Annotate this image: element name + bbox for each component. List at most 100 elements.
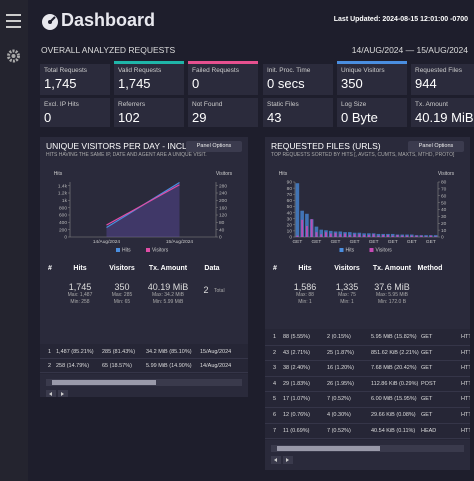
bar — [358, 234, 361, 237]
y-tick-label: 0 — [64, 235, 67, 241]
table-header: Tx. Amount — [372, 265, 412, 272]
page-button[interactable] — [46, 390, 56, 397]
y2-tick-label: 120 — [219, 213, 227, 219]
table-header: Hits — [73, 265, 87, 272]
panel: UNIQUE VISITORS PER DAY - INCLUDING SPID… — [40, 137, 248, 397]
row-divider — [265, 438, 470, 440]
y-tick-label: 1k — [62, 198, 68, 204]
page-button[interactable] — [283, 456, 293, 465]
axis-line — [69, 182, 217, 238]
bar — [339, 234, 342, 237]
row-divider — [265, 407, 470, 408]
table-cell: GET — [421, 396, 433, 403]
x-tick-label: 15/Aug/2024 — [166, 239, 194, 245]
table-cell: 15/Aug/2024 — [200, 349, 232, 355]
x-tick-label: GET — [407, 239, 417, 245]
y2-axis-label: Visitors — [216, 171, 233, 177]
last-updated: Last Updated: 2024-08-15 12:01:00 -0700 — [333, 16, 468, 23]
panel-title: UNIQUE VISITORS PER DAY - INCLUDING SPID… — [46, 141, 240, 151]
scrollbar[interactable] — [46, 379, 242, 386]
metric-card: Not Found 29 — [188, 98, 258, 127]
scroll-thumb[interactable] — [277, 446, 380, 452]
y-tick-label: 60 — [287, 198, 293, 204]
metric-card: Log Size 0 Byte — [337, 98, 407, 127]
panel: REQUESTED FILES (URLS) TOP REQUESTS SORTE… — [265, 137, 470, 470]
y-tick-label: 800 — [59, 205, 67, 211]
y2-axis-label: Visitors — [438, 171, 455, 177]
table-cell: 29 (1.83%) — [283, 380, 310, 387]
metric-value: 40.19 MiB — [415, 110, 474, 125]
bar — [348, 234, 351, 237]
y-tick-label: 70 — [287, 192, 293, 198]
table-cell: 26 (1.95%) — [327, 380, 354, 387]
table-cell: 6 — [273, 412, 277, 418]
y2-tick-label: 40 — [219, 227, 225, 233]
metric-value: 43 — [267, 110, 282, 125]
summary-note: Min: 172.0 B — [377, 299, 407, 305]
y2-tick-label: 40 — [441, 207, 447, 213]
bar — [410, 235, 413, 237]
y2-tick-label: 0 — [441, 235, 444, 241]
bar — [425, 236, 428, 237]
metric-card: Valid Requests 1,745 — [114, 61, 184, 95]
panel-options-button[interactable]: Panel Options — [408, 141, 464, 152]
table-cell: 7 — [273, 427, 277, 434]
table-cell: 5 — [273, 396, 277, 403]
metric-card: Unique Visitors 350 — [337, 61, 407, 95]
table-cell: 38 (2.40%) — [283, 365, 310, 372]
table-cell: 4 (0.30%) — [327, 412, 351, 418]
metric-label: Log Size — [341, 101, 367, 108]
y-tick-label: 50 — [287, 204, 293, 210]
bar — [305, 213, 309, 237]
sidebar-icons[interactable] — [4, 12, 24, 66]
table-cell: HTTP/1.1 — [461, 380, 470, 387]
page-button[interactable] — [58, 390, 68, 397]
table-cell: HTTP/1.1 — [461, 334, 470, 340]
bar — [315, 232, 318, 237]
x-tick-label: GET — [426, 239, 436, 245]
table-header: Data — [204, 265, 220, 272]
y-tick-label: 600 — [59, 213, 67, 219]
date-range: 14/AUG/2024 — 15/AUG/2024 — [351, 45, 468, 55]
panel-options-button[interactable]: Panel Options — [186, 141, 242, 152]
y-axis-label: Hits — [279, 171, 288, 177]
table-header: # — [48, 265, 52, 272]
table-cell: 25 (1.87%) — [327, 349, 354, 356]
bar — [415, 235, 418, 237]
metric-value: 944 — [415, 76, 437, 91]
bar — [319, 229, 324, 237]
table-cell: 43 (2.71%) — [283, 349, 310, 356]
table-cell: 1 — [48, 349, 52, 355]
table-cell: 4 — [273, 380, 277, 387]
x-tick-label: GET — [312, 239, 322, 245]
bar — [334, 232, 337, 237]
bar — [396, 234, 399, 237]
table-cell: GET — [421, 412, 433, 418]
table-cell: 851.62 KiB (2.21%) — [371, 349, 419, 356]
y2-tick-label: 200 — [219, 198, 227, 204]
y2-tick-label: 50 — [441, 200, 447, 206]
table-cell: 112.86 KiB (0.29%) — [371, 380, 419, 387]
legend-swatch — [146, 248, 150, 252]
legend-label: Hits — [122, 248, 131, 254]
metric-label: Excl. IP Hits — [44, 101, 79, 108]
page-button[interactable] — [271, 456, 281, 465]
bar — [391, 235, 394, 237]
scroll-thumb[interactable] — [52, 380, 156, 385]
summary-value: 350 — [114, 282, 130, 292]
bar — [295, 183, 300, 237]
bar — [367, 234, 370, 237]
arrow — [61, 392, 64, 396]
metric-value: 29 — [192, 110, 207, 125]
table-header: Visitors — [109, 265, 135, 272]
area — [106, 182, 180, 237]
table-cell: POST — [421, 380, 436, 387]
summary-value: 1,745 — [68, 282, 92, 292]
row-divider — [265, 360, 470, 362]
table-cell: 2 (0.15%) — [327, 334, 351, 340]
table-header: Method — [417, 265, 443, 272]
row-divider — [265, 422, 470, 424]
scrollbar[interactable] — [271, 445, 464, 453]
summary-value: 1,335 — [335, 282, 359, 292]
